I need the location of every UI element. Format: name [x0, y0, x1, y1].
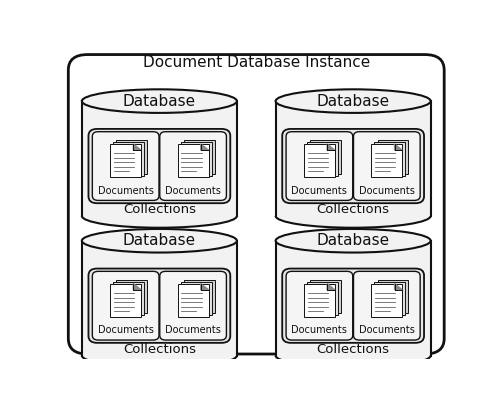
FancyBboxPatch shape — [184, 140, 214, 174]
FancyBboxPatch shape — [378, 280, 408, 314]
Polygon shape — [134, 144, 141, 150]
Polygon shape — [201, 144, 208, 150]
Text: Documents: Documents — [359, 326, 415, 335]
Text: Database: Database — [316, 233, 390, 248]
FancyBboxPatch shape — [307, 142, 338, 176]
Text: Database: Database — [123, 93, 196, 109]
FancyBboxPatch shape — [310, 140, 341, 174]
Polygon shape — [82, 101, 237, 216]
FancyBboxPatch shape — [378, 140, 408, 174]
Text: Collections: Collections — [316, 203, 390, 216]
FancyBboxPatch shape — [88, 129, 231, 203]
Polygon shape — [276, 355, 430, 368]
Text: Collections: Collections — [123, 203, 196, 216]
FancyBboxPatch shape — [286, 271, 352, 340]
Text: Collections: Collections — [316, 343, 390, 356]
FancyBboxPatch shape — [178, 284, 208, 317]
FancyBboxPatch shape — [310, 280, 341, 314]
FancyBboxPatch shape — [282, 268, 424, 343]
FancyBboxPatch shape — [354, 271, 420, 340]
Text: Collections: Collections — [123, 343, 196, 356]
FancyBboxPatch shape — [282, 129, 424, 203]
Text: Documents: Documents — [98, 186, 154, 196]
Text: Document Database Instance: Document Database Instance — [142, 55, 370, 70]
FancyBboxPatch shape — [304, 144, 335, 177]
Polygon shape — [276, 101, 430, 216]
FancyBboxPatch shape — [92, 271, 159, 340]
FancyBboxPatch shape — [372, 284, 402, 317]
FancyBboxPatch shape — [307, 282, 338, 315]
Polygon shape — [394, 284, 402, 290]
FancyBboxPatch shape — [114, 142, 144, 176]
Text: Documents: Documents — [165, 326, 221, 335]
FancyBboxPatch shape — [304, 284, 335, 317]
Text: Documents: Documents — [292, 326, 348, 335]
FancyBboxPatch shape — [180, 142, 212, 176]
Ellipse shape — [82, 89, 237, 113]
Polygon shape — [327, 284, 335, 290]
FancyBboxPatch shape — [372, 144, 402, 177]
FancyBboxPatch shape — [92, 132, 159, 200]
Polygon shape — [327, 144, 335, 150]
Polygon shape — [134, 284, 141, 290]
Text: Documents: Documents — [359, 186, 415, 196]
FancyBboxPatch shape — [110, 144, 141, 177]
FancyBboxPatch shape — [114, 282, 144, 315]
Text: Documents: Documents — [165, 186, 221, 196]
FancyBboxPatch shape — [184, 280, 214, 314]
FancyBboxPatch shape — [180, 282, 212, 315]
Ellipse shape — [276, 229, 430, 253]
Text: Documents: Documents — [98, 326, 154, 335]
FancyBboxPatch shape — [110, 284, 141, 317]
FancyBboxPatch shape — [68, 54, 444, 354]
FancyBboxPatch shape — [160, 271, 226, 340]
Polygon shape — [82, 216, 237, 228]
Text: Database: Database — [123, 233, 196, 248]
Text: Documents: Documents — [292, 186, 348, 196]
Polygon shape — [82, 355, 237, 368]
Ellipse shape — [276, 89, 430, 113]
FancyBboxPatch shape — [354, 132, 420, 200]
Polygon shape — [82, 241, 237, 355]
FancyBboxPatch shape — [88, 268, 231, 343]
FancyBboxPatch shape — [116, 140, 148, 174]
Polygon shape — [394, 144, 402, 150]
Polygon shape — [201, 284, 208, 290]
FancyBboxPatch shape — [374, 282, 406, 315]
Polygon shape — [276, 241, 430, 355]
FancyBboxPatch shape — [178, 144, 208, 177]
FancyBboxPatch shape — [160, 132, 226, 200]
FancyBboxPatch shape — [374, 142, 406, 176]
FancyBboxPatch shape — [286, 132, 352, 200]
Ellipse shape — [82, 229, 237, 253]
Text: Database: Database — [316, 93, 390, 109]
FancyBboxPatch shape — [116, 280, 148, 314]
Polygon shape — [276, 216, 430, 228]
